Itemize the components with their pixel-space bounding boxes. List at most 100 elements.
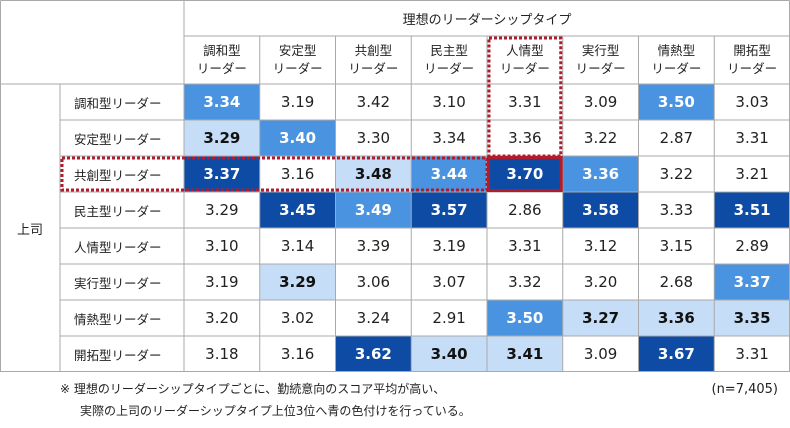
row-header: 開拓型リーダー — [74, 347, 162, 363]
sample-size: (n=7,405) — [711, 382, 779, 397]
column-header-text: 情熱型 — [657, 43, 696, 58]
heatmap-cell: 3.07 — [432, 273, 466, 291]
row-header: 実行型リーダー — [74, 275, 162, 291]
heatmap-cell: 3.15 — [659, 237, 694, 255]
column-header-text: リーダー — [196, 61, 247, 76]
column-header-text: リーダー — [575, 61, 626, 76]
column-header-text: リーダー — [272, 61, 323, 76]
column-header: 調和型 リーダー — [184, 36, 260, 84]
heatmap-cell: 3.50 — [638, 84, 715, 120]
column-header: 開拓型 リーダー — [714, 36, 790, 84]
heatmap-cell: 3.19 — [432, 237, 466, 255]
heatmap-cell: 3.18 — [205, 345, 239, 363]
heatmap-cell: 3.51 — [714, 192, 790, 228]
heatmap-cell: 3.22 — [583, 129, 618, 147]
column-header: 共創型 リーダー — [336, 36, 412, 84]
footnote-line-1: ※ 理想のリーダーシップタイプごとに、勤続意向のスコア平均が高い、 — [60, 382, 446, 396]
column-header-text: 民主型 — [430, 43, 468, 58]
heatmap-cell: 3.19 — [205, 273, 239, 291]
heatmap-cell: 2.86 — [508, 201, 542, 219]
heatmap-cell: 3.10 — [205, 237, 239, 255]
heatmap-cell: 3.44 — [411, 156, 487, 192]
heatmap-cell: 3.31 — [508, 93, 542, 111]
heatmap-cell: 3.49 — [335, 192, 412, 228]
heatmap-cell: 3.40 — [259, 120, 336, 156]
heatmap-cell: 3.29 — [259, 264, 336, 300]
column-group-title: 理想のリーダーシップタイプ — [402, 12, 572, 28]
heatmap-cell: 3.32 — [508, 273, 542, 291]
heatmap-cell: 3.09 — [583, 93, 618, 111]
heatmap-cell: 3.30 — [356, 129, 391, 147]
heatmap-cell: 3.42 — [356, 93, 391, 111]
heatmap-cell: 3.35 — [714, 300, 790, 336]
heatmap-cell: 3.62 — [335, 336, 412, 372]
row-header: 情熱型リーダー — [74, 311, 162, 327]
heatmap-cell: 3.58 — [562, 192, 639, 228]
heatmap-table: 理想のリーダーシップタイプ 上司 調和型 リーダー 安定型 リーダー 共創型 リーダー 民主… — [0, 0, 790, 372]
heatmap-cell: 2.91 — [432, 309, 466, 327]
heatmap-cell: 3.10 — [432, 93, 466, 111]
column-header-text: リーダー — [348, 61, 399, 76]
row-group-label: 上司 — [16, 222, 43, 238]
heatmap-cell: 3.50 — [487, 300, 563, 336]
heatmap-cell: 3.45 — [259, 192, 336, 228]
heatmap-cell: 3.70 — [487, 156, 563, 192]
column-header-text: リーダー — [727, 61, 778, 76]
heatmap-cell: 3.29 — [205, 201, 239, 219]
column-header-text: 人情型 — [506, 43, 544, 58]
heatmap-cell: 3.36 — [638, 300, 715, 336]
column-header-text: 安定型 — [278, 43, 317, 58]
heatmap-cell: 3.20 — [583, 273, 618, 291]
heatmap-cell: 3.34 — [184, 84, 260, 120]
heatmap-cell: 3.48 — [335, 156, 412, 192]
column-header: 安定型 リーダー — [260, 36, 336, 84]
heatmap-cell: 3.36 — [508, 129, 542, 147]
heatmap-cell: 3.21 — [735, 165, 769, 183]
footnote-line-2: 実際の上司のリーダーシップタイプ上位3位へ青の色付けを行っている。 — [80, 404, 471, 418]
column-header-text: リーダー — [499, 61, 550, 76]
heatmap-cell: 3.20 — [205, 309, 239, 327]
heatmap-cell: 3.37 — [714, 264, 790, 300]
column-header: 人情型 リーダー — [487, 36, 563, 84]
heatmap-cell: 3.33 — [659, 201, 694, 219]
column-header-text: リーダー — [651, 61, 702, 76]
heatmap-cell: 3.22 — [659, 165, 694, 183]
column-header-text: 共創型 — [354, 43, 393, 58]
column-header: 実行型 リーダー — [563, 36, 639, 84]
column-header-text: 開拓型 — [733, 43, 771, 58]
heatmap-cell: 3.16 — [280, 345, 315, 363]
heatmap-cell: 3.27 — [562, 300, 639, 336]
heatmap-cell: 3.03 — [735, 93, 769, 111]
heatmap-cell: 2.89 — [735, 237, 769, 255]
heatmap-cell: 3.09 — [583, 345, 618, 363]
heatmap-cell: 3.31 — [508, 237, 542, 255]
heatmap-cell: 3.36 — [562, 156, 639, 192]
heatmap-cell: 3.31 — [735, 345, 769, 363]
row-header: 民主型リーダー — [74, 203, 162, 219]
column-header-text: 調和型 — [203, 43, 241, 58]
heatmap-cell: 2.87 — [659, 129, 694, 147]
heatmap-cell: 3.02 — [280, 309, 315, 327]
heatmap-cell: 3.16 — [280, 165, 315, 183]
row-header: 共創型リーダー — [74, 167, 162, 183]
heatmap-cell: 3.06 — [356, 273, 391, 291]
heatmap-cell: 3.12 — [583, 237, 618, 255]
column-header: 民主型 リーダー — [411, 36, 487, 84]
heatmap-cell: 3.40 — [411, 336, 487, 372]
row-header: 調和型リーダー — [74, 95, 162, 111]
heatmap-cell: 3.37 — [184, 156, 260, 192]
row-header: 人情型リーダー — [74, 239, 162, 255]
heatmap-cell: 3.39 — [356, 237, 391, 255]
heatmap-cell: 2.68 — [659, 273, 694, 291]
column-header: 情熱型 リーダー — [639, 36, 715, 84]
column-header-text: 実行型 — [581, 43, 620, 58]
heatmap-cell: 3.57 — [411, 192, 487, 228]
heatmap-cell: 3.31 — [735, 129, 769, 147]
column-header-text: リーダー — [424, 61, 475, 76]
heatmap-cell: 3.14 — [280, 237, 315, 255]
heatmap-cell: 3.41 — [487, 336, 563, 372]
heatmap-cell: 3.19 — [280, 93, 315, 111]
heatmap-cell: 3.29 — [184, 120, 260, 156]
row-header: 安定型リーダー — [74, 131, 162, 147]
heatmap-cell: 3.67 — [638, 336, 715, 372]
